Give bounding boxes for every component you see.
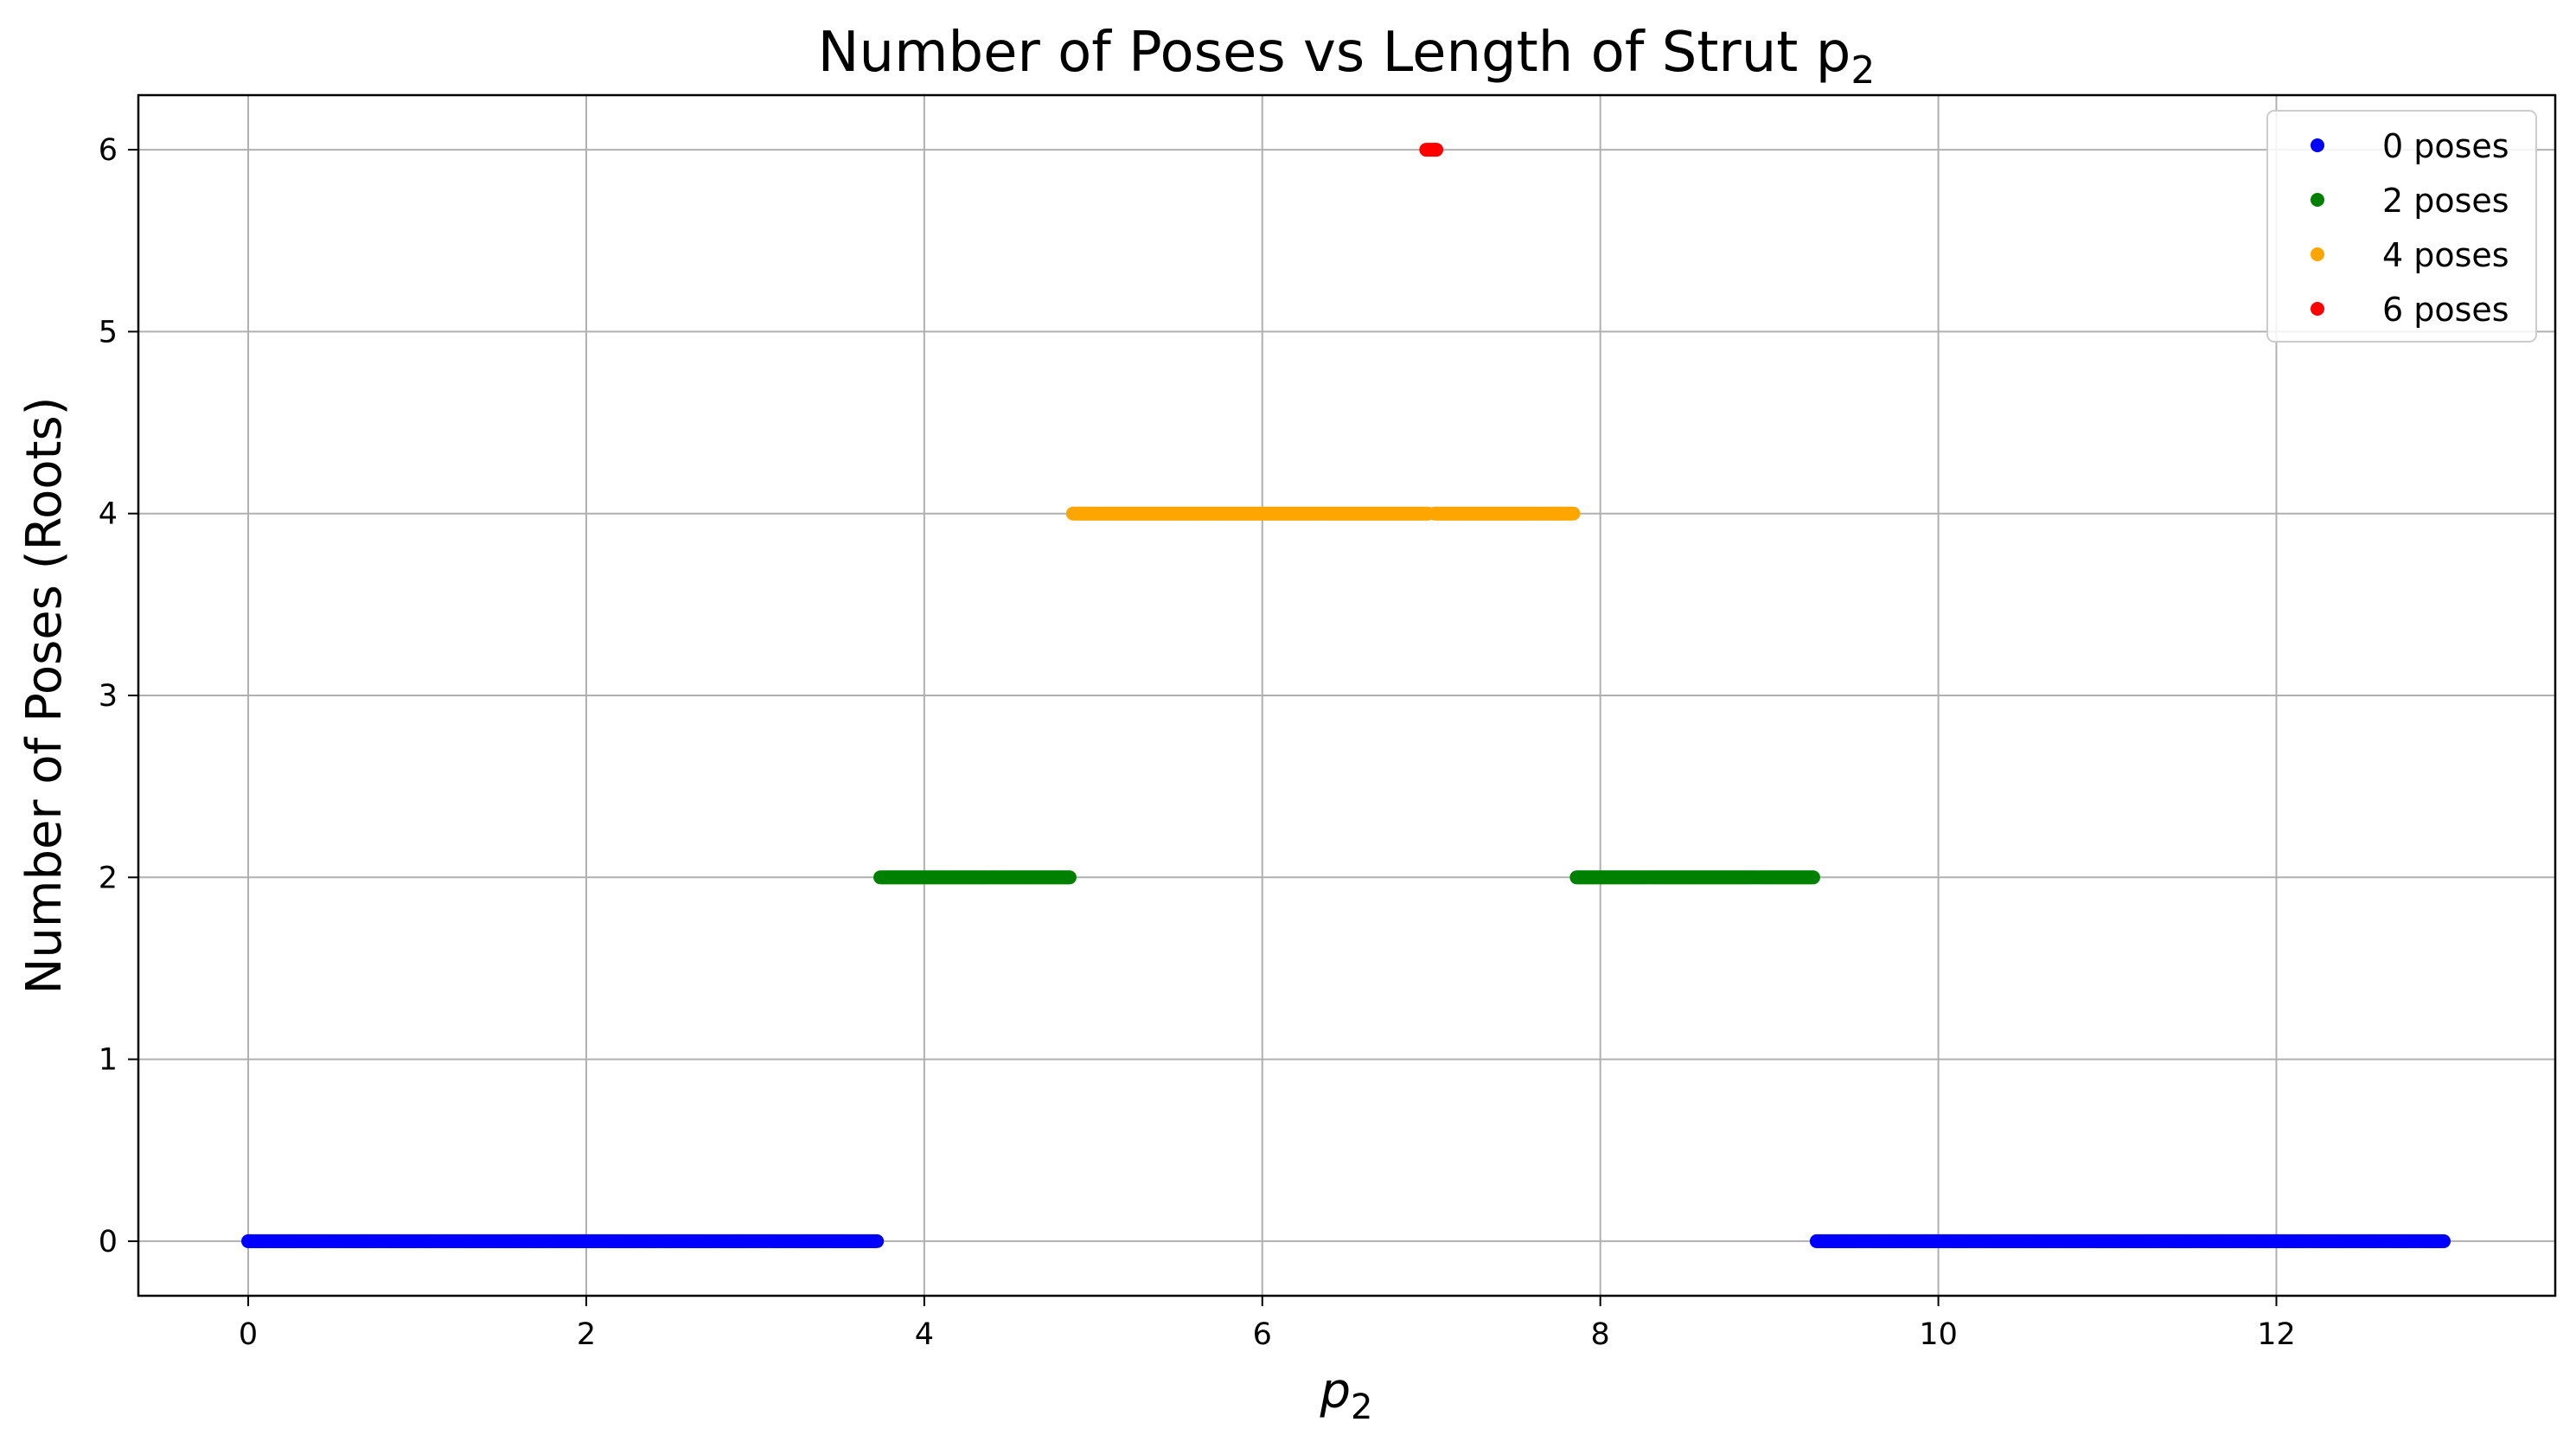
x-axis-label: p2 [1320, 1363, 1373, 1427]
legend-label-6-poses: 6 poses [2382, 291, 2509, 329]
legend-marker-0-poses [2311, 138, 2324, 152]
y-tick-label: 0 [99, 1225, 118, 1259]
data-point [1566, 506, 1581, 521]
chart-title: Number of Poses vs Length of Strut p2 [818, 21, 1876, 93]
x-tick-label: 0 [239, 1317, 258, 1352]
series-6-poses [1419, 143, 1444, 157]
x-tick-label: 4 [915, 1317, 934, 1352]
data-point [870, 1233, 885, 1248]
data-point [2437, 1233, 2451, 1248]
y-tick-label: 2 [99, 861, 118, 895]
x-tick-label: 12 [2257, 1317, 2296, 1352]
series-4-poses [1065, 506, 1581, 521]
x-tick-label: 8 [1591, 1317, 1610, 1352]
legend: 0 poses 2 poses 4 poses 6 poses [2266, 110, 2537, 343]
legend-marker-2-poses [2311, 193, 2324, 207]
y-tick-label: 4 [99, 497, 118, 532]
legend-marker-6-poses [2311, 302, 2324, 316]
data-point [1806, 870, 1820, 885]
legend-label-0-poses: 0 poses [2382, 127, 2509, 165]
y-tick-label: 5 [99, 315, 118, 349]
y-axis-label: Number of Poses (Roots) [16, 397, 73, 995]
series-0-poses [241, 1233, 2451, 1248]
y-tick-label: 6 [99, 133, 118, 168]
x-tick-label: 10 [1919, 1317, 1958, 1352]
y-tick-label: 3 [99, 679, 118, 714]
data-point [1062, 870, 1077, 885]
legend-label-2-poses: 2 poses [2382, 182, 2509, 220]
legend-box [2266, 110, 2537, 343]
legend-marker-4-poses [2311, 247, 2324, 261]
series-2-poses [873, 870, 1820, 885]
legend-label-4-poses: 4 poses [2382, 236, 2509, 274]
x-tick-label: 6 [1253, 1317, 1272, 1352]
grid-lines [138, 95, 2555, 1296]
y-tick-label: 1 [99, 1043, 118, 1078]
data-points [241, 143, 2451, 1248]
data-point [1429, 143, 1444, 157]
x-tick-label: 2 [577, 1317, 596, 1352]
